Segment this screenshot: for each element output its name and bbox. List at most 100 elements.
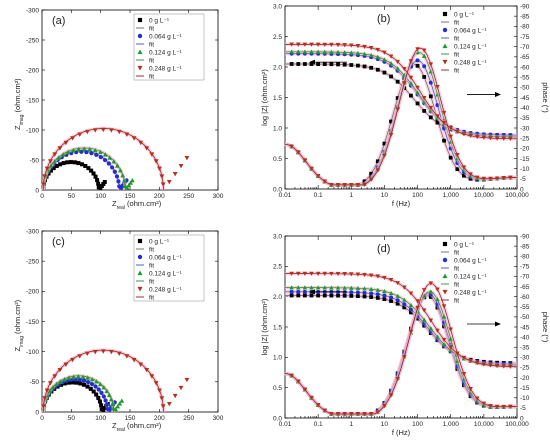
data-point xyxy=(369,65,374,70)
data-point xyxy=(388,290,394,296)
x-tick-label: 150 xyxy=(125,415,136,422)
y2-tick-label: -70 xyxy=(520,274,530,281)
legend-label: fit xyxy=(149,294,154,301)
data-point xyxy=(501,364,507,369)
data-point xyxy=(102,180,107,184)
data-point xyxy=(428,281,434,286)
data-point xyxy=(342,285,347,290)
data-point xyxy=(101,407,106,412)
y2-tick-label: 0 xyxy=(520,186,524,193)
fit-line xyxy=(284,291,518,415)
x-tick-label: 10 xyxy=(381,192,389,199)
data-point xyxy=(395,298,400,303)
legend-label: fit xyxy=(149,41,154,48)
data-point xyxy=(160,404,166,409)
x-tick-label: 0 xyxy=(40,193,44,200)
x-tick-label: 10,000 xyxy=(474,421,494,428)
data-point xyxy=(113,406,119,412)
data-point xyxy=(395,376,400,382)
y2-axis-label: phase (°) xyxy=(541,312,550,343)
data-point xyxy=(368,177,374,182)
data-point xyxy=(435,287,440,292)
data-point xyxy=(159,396,165,401)
data-point xyxy=(415,58,420,63)
legend-label: fit xyxy=(454,249,459,256)
y-tick-label: -250 xyxy=(26,258,39,265)
data-point xyxy=(369,171,374,176)
data-point xyxy=(415,101,420,106)
data-point xyxy=(395,281,400,286)
data-point xyxy=(172,393,178,399)
y2-tick-label: -35 xyxy=(520,345,530,352)
data-point xyxy=(289,289,294,294)
data-point xyxy=(322,62,327,67)
fit-line xyxy=(284,47,518,186)
data-point xyxy=(428,115,433,120)
y-tick-label: -50 xyxy=(30,157,40,164)
x-tick-label: 1,000 xyxy=(443,192,460,199)
data-point xyxy=(160,182,166,187)
data-point xyxy=(335,271,341,277)
x-axis-label: Zreal (ohm.cm²) xyxy=(112,199,162,211)
data-point xyxy=(57,368,63,373)
data-point xyxy=(302,62,307,66)
y2-tick-label: -65 xyxy=(520,54,530,61)
y2-tick-label: -80 xyxy=(520,254,530,261)
y-axis-label: log |Z| (ohm.cm²) xyxy=(260,298,269,355)
data-point xyxy=(59,382,64,387)
data-point xyxy=(402,66,407,72)
data-point xyxy=(81,146,87,151)
data-point xyxy=(428,289,434,294)
data-point xyxy=(388,277,394,283)
data-point xyxy=(184,156,190,161)
legend-marker xyxy=(137,270,143,276)
data-point xyxy=(98,155,103,160)
data-point xyxy=(494,364,500,369)
y2-tick-label: -85 xyxy=(520,13,530,20)
data-point xyxy=(408,75,414,80)
data-point xyxy=(91,171,96,176)
data-point xyxy=(62,376,67,382)
data-point xyxy=(342,62,347,67)
legend-label: 0 g L⁻¹ xyxy=(454,241,475,248)
y2-tick-label: -80 xyxy=(520,24,530,31)
data-point xyxy=(44,166,50,172)
data-point xyxy=(72,160,77,165)
data-point xyxy=(355,183,361,188)
data-point xyxy=(356,294,360,299)
legend-label: fit xyxy=(454,297,459,304)
data-point xyxy=(428,105,434,111)
data-point xyxy=(166,180,172,185)
data-point xyxy=(402,285,407,290)
data-point xyxy=(309,395,314,401)
legend-label: fit xyxy=(149,278,154,285)
data-point xyxy=(335,412,341,417)
y-tick-label: 3.0 xyxy=(273,3,282,10)
data-point xyxy=(157,166,162,172)
data-point xyxy=(369,291,374,296)
data-point xyxy=(153,381,159,386)
x-tick-label: 200 xyxy=(154,193,165,200)
data-point xyxy=(70,147,76,153)
arrow-left-head xyxy=(309,59,315,65)
data-point xyxy=(52,152,58,157)
x-tick-label: 100,000 xyxy=(505,421,529,428)
y2-tick-label: -15 xyxy=(520,156,530,163)
data-point xyxy=(382,141,387,146)
data-point xyxy=(395,293,400,298)
data-point xyxy=(349,43,354,48)
data-point xyxy=(41,182,46,187)
legend-label: fit xyxy=(454,67,459,74)
y-tick-label: -300 xyxy=(26,228,39,235)
data-point xyxy=(494,176,500,181)
x-tick-label: 100 xyxy=(95,415,106,422)
data-point xyxy=(441,337,447,343)
data-point xyxy=(349,293,354,298)
legend-label: 0.248 g L⁻¹ xyxy=(454,59,488,66)
data-point xyxy=(435,328,440,333)
data-point xyxy=(349,183,354,188)
data-point xyxy=(402,355,407,360)
data-point xyxy=(61,161,66,166)
data-point xyxy=(382,275,387,281)
data-point xyxy=(95,178,100,183)
